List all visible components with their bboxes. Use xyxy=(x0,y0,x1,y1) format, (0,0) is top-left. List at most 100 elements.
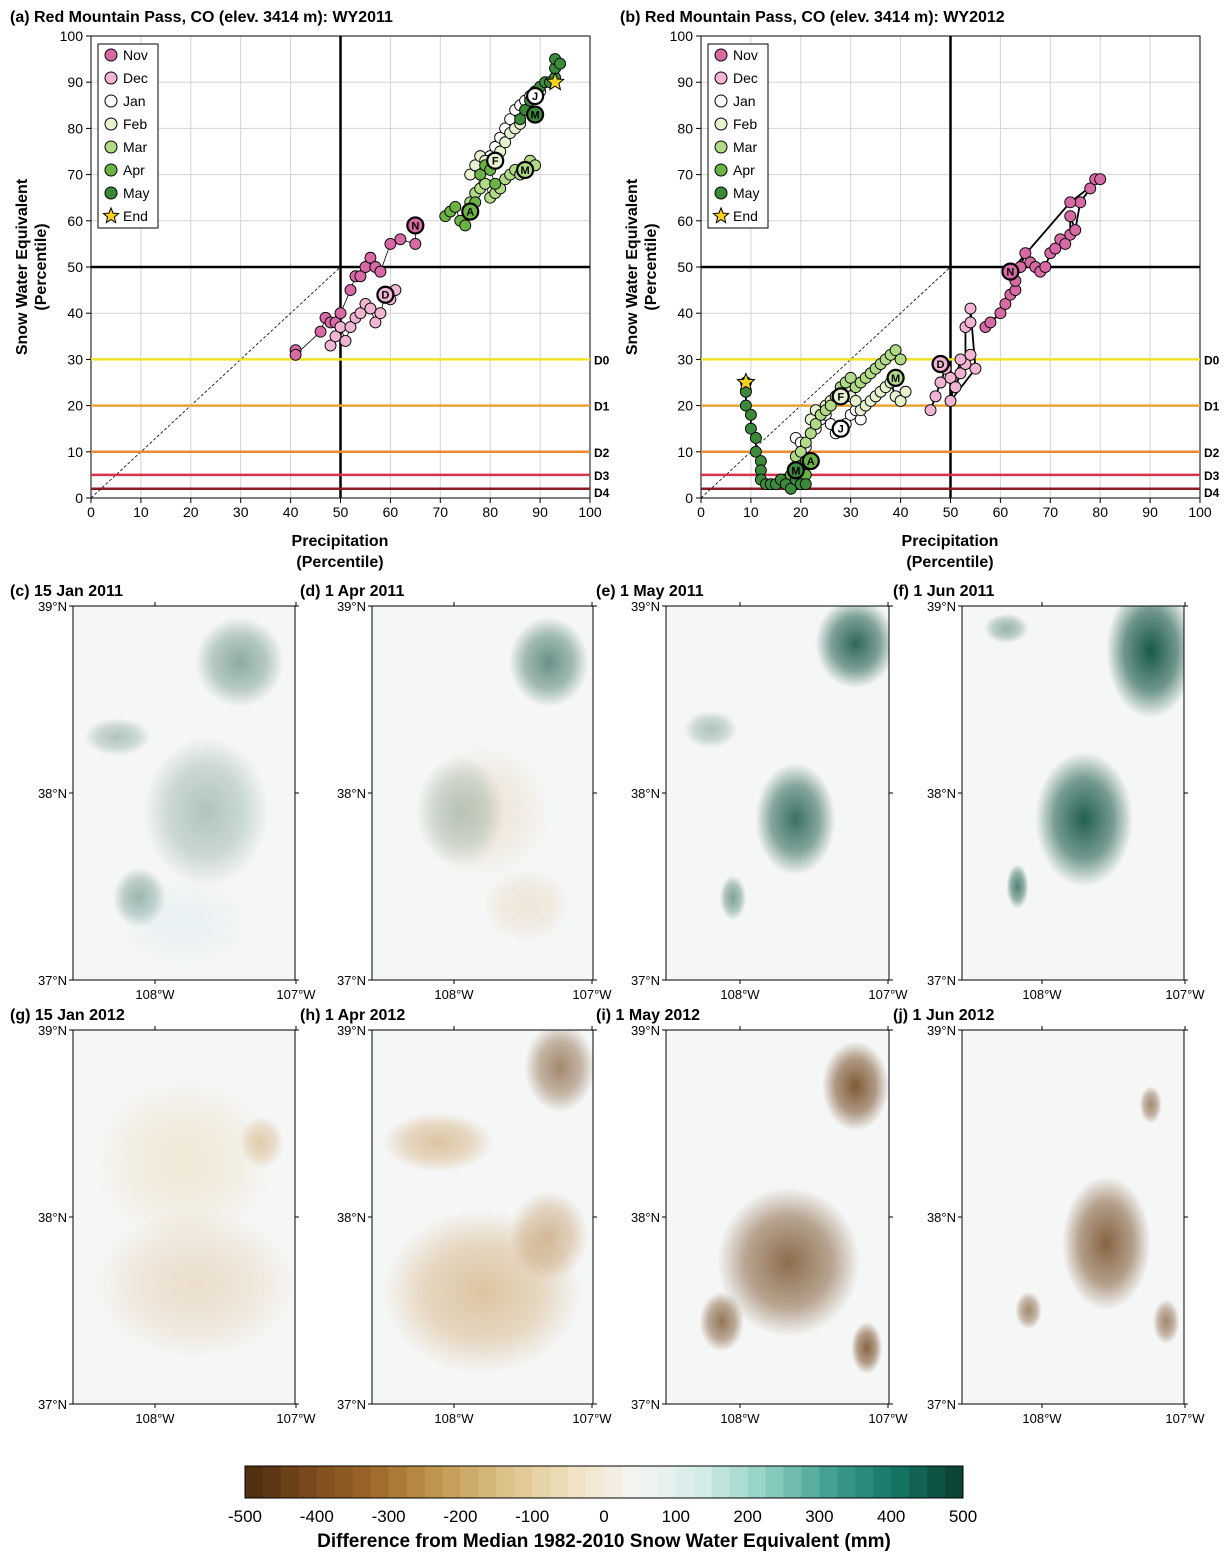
legend-label-dec: Dec xyxy=(123,70,148,86)
panel-a-xtick-label: 50 xyxy=(333,504,349,520)
legend-marker-mar xyxy=(104,140,118,154)
point-dec xyxy=(324,339,337,352)
lat-label: 37°N xyxy=(927,1397,956,1412)
lon-label: 108°W xyxy=(720,1411,760,1426)
colorbar-segment xyxy=(334,1466,354,1498)
month-marker-label: N xyxy=(411,220,419,232)
colorbar-segment xyxy=(873,1466,892,1498)
month-marker-label: N xyxy=(1006,267,1014,279)
point-nov xyxy=(409,237,422,250)
colorbar-label: Difference from Median 1982-2010 Snow Wa… xyxy=(317,1531,891,1552)
swe-anomaly-region xyxy=(822,1041,889,1131)
lat-label: 37°N xyxy=(38,1397,67,1412)
lon-label: 107°W xyxy=(868,987,908,1002)
point-may xyxy=(749,431,762,444)
colorbar-segment xyxy=(586,1466,605,1498)
point-apr xyxy=(459,219,472,232)
legend-label-jan: Jan xyxy=(733,93,756,109)
point-dec xyxy=(969,362,982,375)
month-marker xyxy=(516,160,535,180)
panel-a-ytick-label: 80 xyxy=(67,120,83,136)
month-marker-label: D xyxy=(937,359,945,371)
colorbar-tick-label: -300 xyxy=(372,1507,406,1526)
swe-anomaly-region xyxy=(509,617,589,707)
colorbar-segment xyxy=(478,1466,497,1498)
colorbar-segment xyxy=(298,1466,318,1498)
panel-b-xlabel-2: (Percentile) xyxy=(906,554,993,571)
month-marker xyxy=(831,419,850,438)
point-may xyxy=(739,399,752,412)
colorbar-segment xyxy=(819,1466,838,1498)
legend-marker-jan xyxy=(104,94,118,108)
point-dec xyxy=(354,307,367,320)
month-marker xyxy=(1001,262,1020,281)
legend-marker-feb xyxy=(104,117,118,131)
swe-anomaly-region xyxy=(1015,1291,1042,1330)
point-nov xyxy=(1094,173,1107,186)
legend-label-feb: Feb xyxy=(733,116,757,132)
panel-b-xlabel-1: Precipitation xyxy=(902,533,999,550)
colorbar-segment xyxy=(675,1466,695,1498)
point-apr xyxy=(474,168,487,181)
panel-a-xtick-label: 70 xyxy=(433,504,449,520)
swe-anomaly-region xyxy=(482,867,571,943)
month-marker xyxy=(406,216,425,235)
map-field xyxy=(84,617,284,969)
point-nov xyxy=(994,307,1007,320)
drought-label-d1: D1 xyxy=(594,400,610,414)
swe-anomaly-region xyxy=(509,1190,589,1281)
swe-anomaly-region xyxy=(95,1209,295,1360)
legend-label-mar: Mar xyxy=(123,139,147,155)
panel-a-xtick-label: 0 xyxy=(87,504,95,520)
colorbar-tick-label: -500 xyxy=(228,1507,262,1526)
month-marker-label: M xyxy=(521,165,530,177)
lat-label: 37°N xyxy=(38,973,67,988)
colorbar-segment xyxy=(711,1466,731,1498)
point-nov xyxy=(344,284,357,297)
colorbar-segment xyxy=(909,1466,928,1498)
swe-anomaly-region xyxy=(195,617,284,707)
legend-marker-apr xyxy=(104,163,118,177)
colorbar-tick-label: 300 xyxy=(805,1507,833,1526)
colorbar-segment xyxy=(783,1466,802,1498)
swe-anomaly-region xyxy=(755,763,836,876)
point-mar xyxy=(804,427,817,440)
map-field xyxy=(416,617,589,943)
colorbar-segment xyxy=(837,1466,856,1498)
colorbar-segment xyxy=(729,1466,749,1498)
lon-label: 108°W xyxy=(135,1411,175,1426)
swe-anomaly-region xyxy=(95,1078,273,1244)
point-feb xyxy=(499,136,512,149)
month-marker xyxy=(786,461,805,480)
colorbar-segment xyxy=(604,1466,623,1498)
point-dec xyxy=(339,334,352,347)
colorbar-segment xyxy=(262,1466,282,1498)
month-marker xyxy=(376,285,395,304)
map-panel-d-title: (d) 1 Apr 2011 xyxy=(300,583,404,600)
point-dec xyxy=(954,367,967,380)
drought-label-d4: D4 xyxy=(594,486,610,500)
swe-anomaly-region xyxy=(815,606,889,689)
colorbar-segment xyxy=(532,1466,551,1498)
legend-label-may: May xyxy=(123,185,149,201)
colorbar-frame xyxy=(244,1465,964,1499)
legend-label-dec: Dec xyxy=(733,70,758,86)
month-marker xyxy=(831,387,850,406)
swe-anomaly-region xyxy=(683,710,738,749)
map-field xyxy=(984,606,1184,909)
lon-label: 108°W xyxy=(1022,987,1062,1002)
colorbar-segment xyxy=(316,1466,336,1498)
panel-b-ytick-label: 70 xyxy=(677,167,693,183)
lat-label: 37°N xyxy=(337,973,366,988)
lon-label: 107°W xyxy=(276,987,316,1002)
panel-a-ytick-label: 10 xyxy=(67,444,83,460)
panel-b-xtick-label: 80 xyxy=(1092,504,1108,520)
legend-label-mar: Mar xyxy=(733,139,757,155)
point-nov xyxy=(999,298,1012,310)
panel-b-ytick-label: 90 xyxy=(677,74,693,90)
lon-label: 107°W xyxy=(572,987,612,1002)
panel-a-legend: Nov Dec Jan Feb Mar Apr May End xyxy=(97,43,159,229)
